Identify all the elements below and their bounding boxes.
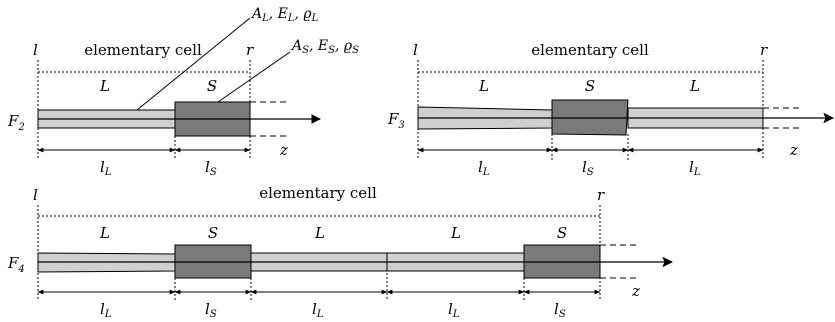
length-lL2-label: lL (689, 158, 701, 178)
length-lL-label: lL (478, 158, 490, 178)
figure-f3: l r elementary cell L S L z F3 lL lS lL (387, 41, 835, 178)
length-lL3-label: lL (448, 300, 460, 320)
segment-L2-label: L (314, 224, 325, 242)
material-props-S: AS, ES, ϱS (290, 38, 359, 56)
left-boundary-label: l (413, 41, 418, 59)
elementary-cell-label: elementary cell (531, 41, 649, 59)
figure-label-f4: F4 (7, 254, 25, 275)
leader-line-L (136, 17, 251, 111)
elementary-cell-label: elementary cell (259, 184, 377, 202)
length-lL2-label: lL (312, 300, 324, 320)
right-boundary-label: r (246, 41, 254, 59)
figure-label-f3: F3 (387, 110, 405, 131)
z-axis-label: z (789, 141, 798, 159)
material-props-L: AL, EL, ϱL (250, 6, 319, 24)
segment-S-label: S (208, 224, 218, 242)
figure-f2: l r elementary cell L S AL, EL, ϱL AS, E… (7, 6, 359, 178)
segment-L-label: L (99, 224, 110, 242)
segment-L-label: L (99, 77, 110, 95)
length-lS-label: lS (205, 158, 217, 178)
segment-L-label: L (478, 77, 489, 95)
left-boundary-label: l (33, 186, 38, 204)
length-lS-label: lS (582, 158, 594, 178)
elementary-cell-label: elementary cell (84, 41, 202, 59)
length-lS2-label: lS (554, 300, 566, 320)
segment-S-label: S (207, 77, 217, 95)
length-lL-label: lL (100, 158, 112, 178)
leader-line-S (217, 51, 291, 103)
segment-S2-label: S (557, 224, 567, 242)
left-boundary-label: l (33, 41, 38, 59)
length-lL-label: lL (100, 300, 112, 320)
segment-L3-label: L (450, 224, 461, 242)
z-axis-label: z (631, 282, 640, 300)
z-axis-label: z (279, 141, 288, 159)
figure-f4: l r elementary cell L S L L S z F4 lL lS… (7, 184, 674, 320)
right-boundary-label: r (597, 186, 605, 204)
segment-S-label: S (585, 77, 595, 95)
right-boundary-label: r (760, 41, 768, 59)
length-lS-label: lS (205, 300, 217, 320)
figure-label-f2: F2 (7, 112, 25, 133)
segment-L2-label: L (689, 77, 700, 95)
